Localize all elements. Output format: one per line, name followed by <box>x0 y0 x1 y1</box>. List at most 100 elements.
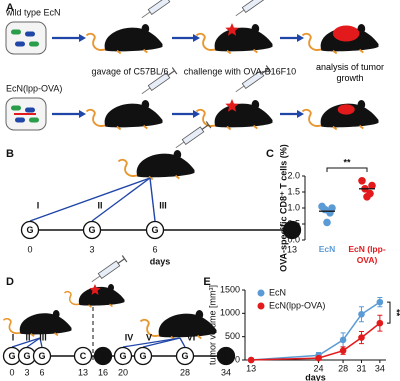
mouse-foot <box>148 175 154 181</box>
dose-label: II <box>97 200 102 210</box>
event <box>113 346 133 366</box>
event-label: G <box>139 351 146 361</box>
panel-label: A <box>6 2 14 14</box>
significance-bracket <box>387 301 391 324</box>
arrow-head <box>193 110 200 118</box>
mouse-foot <box>142 48 148 54</box>
dose-line <box>179 337 186 348</box>
mouse-tail <box>301 108 324 127</box>
dose-line <box>91 177 151 222</box>
x-tick-label: 31 <box>356 363 366 373</box>
mouse-ear <box>141 100 150 110</box>
syringe <box>91 255 128 283</box>
legend-marker <box>257 302 265 310</box>
syringe-barrel <box>147 0 171 16</box>
dose-line <box>39 337 43 348</box>
event-label: G <box>181 351 188 361</box>
point <box>315 354 322 362</box>
syringe-needle <box>235 85 245 93</box>
day-label: 34 <box>221 367 231 377</box>
mouse-tail <box>85 108 108 127</box>
x-tick-label: 28 <box>338 363 348 373</box>
point <box>339 347 347 354</box>
mouse-tail <box>2 317 23 335</box>
mouse-body <box>320 103 379 128</box>
arrow-head <box>297 34 304 42</box>
mouse-tail <box>195 32 218 51</box>
day-label: 28 <box>180 367 190 377</box>
dose-line <box>149 177 156 222</box>
mouse-foot <box>109 303 113 308</box>
mouse-tail <box>85 32 108 51</box>
day-label: 0 <box>27 244 32 254</box>
annotation: ** <box>343 157 351 167</box>
x-tick-label: 24 <box>314 363 324 373</box>
mouse-foot <box>174 174 180 180</box>
tumor-star <box>225 23 239 36</box>
mouse-ear <box>251 100 260 110</box>
mouse-foot <box>88 304 92 308</box>
point <box>358 177 366 185</box>
mouse-body <box>104 27 163 52</box>
y-tick-label: 0.5 <box>287 218 300 228</box>
mouse-foot <box>196 334 202 340</box>
bacterium <box>15 117 25 123</box>
syringe-barrel <box>241 0 265 14</box>
mouse-tail <box>63 291 82 306</box>
step-label-box: analysis of tumor growth <box>316 62 384 83</box>
dose-line <box>29 177 151 222</box>
event-label: G <box>151 225 158 235</box>
dose-label: I <box>12 332 15 342</box>
arrow-head <box>297 110 304 118</box>
tumor-star <box>225 99 239 112</box>
day-label: 20 <box>118 367 128 377</box>
mouse-foot <box>116 125 122 131</box>
step-label: challenge with OVA-B16F10 <box>184 66 296 76</box>
event-label: TILs <box>217 351 236 361</box>
mouse-foot <box>226 49 232 55</box>
point <box>326 209 334 217</box>
mouse-body <box>158 313 217 338</box>
strain-label: wild type EcN <box>5 7 61 17</box>
point <box>358 334 365 341</box>
syringe-needle <box>175 141 185 149</box>
mouse-ear <box>251 24 260 34</box>
day-label: 6 <box>39 367 44 377</box>
mouse-foot <box>252 48 258 54</box>
dose-label: III <box>159 200 167 210</box>
strain-label: EcN(lpp-OVA) <box>6 83 62 93</box>
mouse-foot <box>332 125 338 131</box>
event-label: G <box>8 351 15 361</box>
syringe-plunger <box>167 70 175 76</box>
event <box>82 220 102 240</box>
legend-marker <box>257 289 265 297</box>
dose-label: V <box>146 332 152 342</box>
day-label: 3 <box>24 367 29 377</box>
panel-label: D <box>6 276 14 288</box>
event <box>145 220 165 240</box>
mouse-foot <box>30 333 35 338</box>
syringe-needle <box>141 11 151 19</box>
mouse-ear <box>141 24 150 34</box>
point <box>339 336 347 344</box>
day-label: 13 <box>78 367 88 377</box>
mouse-body <box>214 103 273 128</box>
day-label: 16 <box>98 367 108 377</box>
mouse-foot <box>53 332 59 337</box>
x-axis-label: days <box>305 372 326 381</box>
y-tick-label: 1000 <box>220 308 240 318</box>
event-label: G <box>119 351 126 361</box>
mouse <box>85 100 163 131</box>
event-label: G <box>23 351 30 361</box>
bacterium <box>11 105 21 111</box>
y-tick-label: 0 <box>235 354 240 364</box>
syringe-cap <box>265 65 272 73</box>
dose-line <box>26 337 41 348</box>
syringe <box>235 65 272 93</box>
tumor <box>332 25 360 42</box>
event <box>20 220 40 240</box>
y-axis-label: tumor volume [mm³] <box>207 285 217 365</box>
event <box>73 346 93 366</box>
arrow-head <box>79 34 86 42</box>
significance-bracket <box>326 167 368 172</box>
